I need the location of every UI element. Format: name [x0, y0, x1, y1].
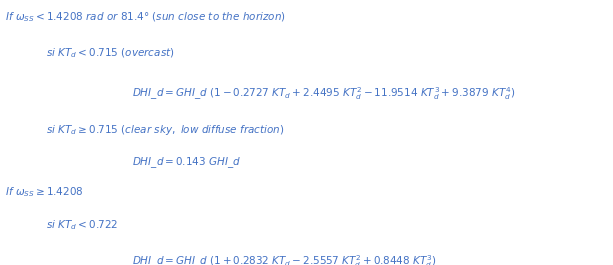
- Text: $\mathit{si\ KT_{d} < 0.722}$: $\mathit{si\ KT_{d} < 0.722}$: [46, 219, 118, 232]
- Text: $\mathit{si\ KT_{d} \geq 0.715\ (clear\ sky,\ low\ diffuse\ fraction)}$: $\mathit{si\ KT_{d} \geq 0.715\ (clear\ …: [46, 123, 284, 137]
- Text: $\mathit{DHI\_d = 0.143\ GHI\_d}$: $\mathit{DHI\_d = 0.143\ GHI\_d}$: [132, 155, 241, 170]
- Text: $\mathit{If\ \omega_{SS} \geq 1.4208}$: $\mathit{If\ \omega_{SS} \geq 1.4208}$: [5, 186, 83, 199]
- Text: $\mathit{DHI\_d = GHI\_d\ (1 - 0.2727\ KT_{d} + 2.4495\ KT_{d}^{2} - 11.9514\ KT: $\mathit{DHI\_d = GHI\_d\ (1 - 0.2727\ K…: [132, 85, 515, 101]
- Text: $\mathit{si\ KT_{d} < 0.715\ (overcast)}$: $\mathit{si\ KT_{d} < 0.715\ (overcast)}…: [46, 46, 175, 60]
- Text: $\mathit{If\ \omega_{SS} < 1.4208\ rad\ or\ 81.4°\ (sun\ close\ to\ the\ horizon: $\mathit{If\ \omega_{SS} < 1.4208\ rad\ …: [5, 11, 286, 24]
- Text: $\mathit{DHI\_d = GHI\_d\ (1 + 0.2832\ KT_{d} - 2.5557\ KT_{d}^{2} + 0.8448\ KT_: $\mathit{DHI\_d = GHI\_d\ (1 + 0.2832\ K…: [132, 253, 436, 265]
